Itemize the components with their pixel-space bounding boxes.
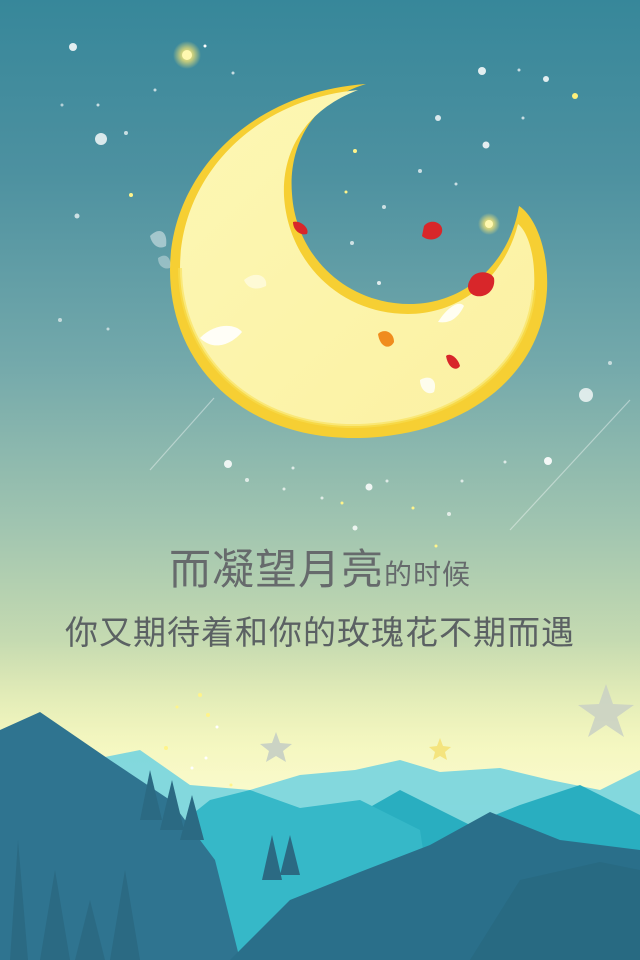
glowing-stars: [173, 41, 500, 235]
mountain-range: [0, 712, 640, 960]
rose-petal-icon: [422, 221, 443, 240]
slogan-line-2: 你又期待着和你的玫瑰花不期而遇: [65, 613, 575, 652]
near-left-mountain: [0, 712, 240, 960]
slogan-line-1-large: 而凝望月亮: [168, 545, 384, 594]
slogan-line-1: 而凝望月亮的时候: [0, 536, 640, 597]
rose-petal-icon: [293, 221, 308, 235]
star-icon: [429, 738, 451, 760]
star-icon: [260, 732, 292, 762]
slogan-line-1-small: 的时候: [384, 558, 472, 591]
rose-petal-icon: [378, 331, 394, 347]
crescent-moon-icon: [170, 84, 548, 439]
pine-trees: [10, 770, 300, 960]
rose-petal-icon: [468, 272, 495, 297]
star-dots: [58, 43, 612, 787]
rose-petal-icon: [446, 354, 460, 369]
shooting-stars: [149, 397, 631, 531]
star-icon: [578, 684, 634, 737]
rose-petals: [293, 221, 495, 369]
white-petals: [150, 231, 464, 394]
large-stars: [260, 684, 634, 762]
